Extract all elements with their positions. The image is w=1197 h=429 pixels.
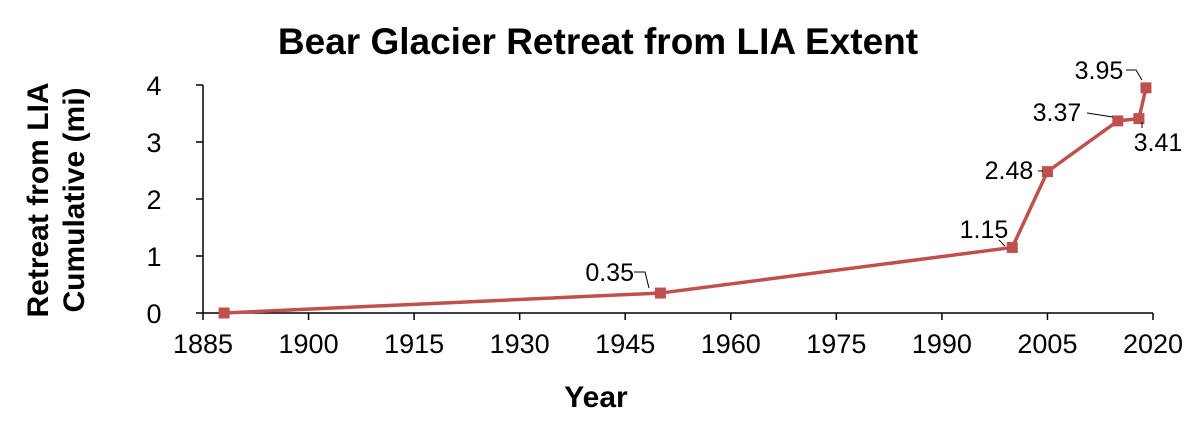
y-tick-label: 0 [146, 299, 161, 329]
data-point [218, 307, 230, 319]
x-tick-label: 1915 [384, 329, 444, 359]
x-tick-label: 1960 [701, 329, 761, 359]
axes [202, 85, 1153, 314]
data-label: 2.48 [985, 157, 1034, 185]
ticks: 1885 1900 1915 1930 1945 1960 1975 1990 2005 2020… [146, 71, 1183, 359]
chart-title: Bear Glacier Retreat from LIA Extent [278, 21, 918, 62]
y-tick-label: 4 [146, 71, 161, 101]
x-axis-label: Year [564, 381, 628, 414]
data-label-leader [998, 239, 1006, 247]
x-tick-label: 1900 [279, 329, 339, 359]
y-axis-label-line-1: Retreat from LIA [22, 82, 55, 317]
data-labels: 0.35 1.15 2.48 3.37 3.41 3.95 [585, 57, 1183, 289]
data-point [654, 287, 666, 299]
data-point [1140, 82, 1152, 94]
series-line [224, 87, 1148, 315]
data-point [1006, 241, 1018, 253]
data-label-leader [1126, 69, 1143, 81]
data-label: 1.15 [960, 216, 1009, 244]
x-tick-label: 1930 [490, 329, 550, 359]
data-point [1041, 166, 1053, 178]
data-label-leader [1086, 112, 1114, 118]
x-tick-label: 1990 [912, 329, 972, 359]
x-tick-label: 1885 [173, 329, 233, 359]
x-tick-label: 2005 [1017, 329, 1077, 359]
data-label: 3.95 [1075, 57, 1124, 85]
y-tick-label: 2 [146, 185, 161, 215]
y-tick-label: 3 [146, 128, 161, 158]
y-axis-label-line-2: Cumulative (mi) [58, 87, 91, 312]
data-point [1112, 115, 1124, 127]
y-axis-label: Retreat from LIA Cumulative (mi) [22, 82, 91, 317]
data-label: 3.41 [1134, 129, 1183, 157]
data-label: 3.37 [1033, 99, 1082, 127]
x-tick-label: 1945 [595, 329, 655, 359]
data-label: 0.35 [585, 259, 634, 287]
x-tick-label: 1975 [806, 329, 866, 359]
data-point [1133, 113, 1145, 125]
series-group [218, 82, 1152, 319]
y-tick-label: 1 [146, 242, 161, 272]
data-label-leader [634, 271, 650, 289]
x-tick-label: 2020 [1123, 329, 1183, 359]
